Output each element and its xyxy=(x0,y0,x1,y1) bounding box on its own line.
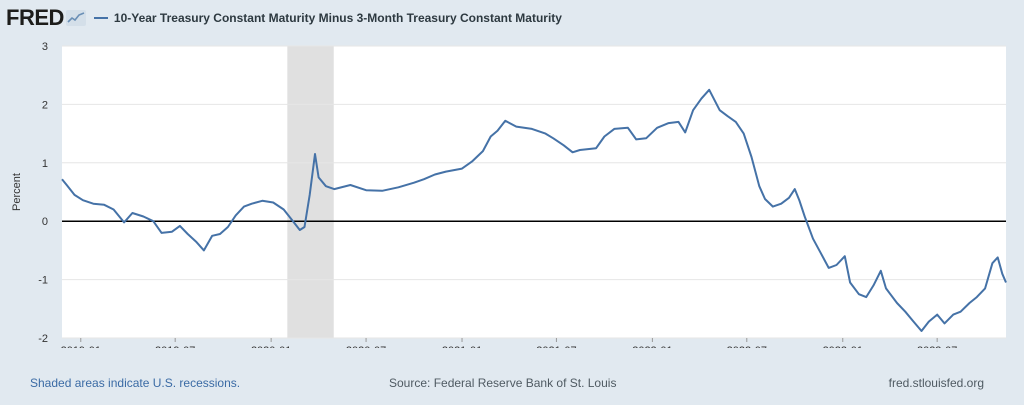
legend-swatch xyxy=(93,17,108,19)
y-tick-label: 2 xyxy=(42,99,48,111)
legend: 10-Year Treasury Constant Maturity Minus… xyxy=(93,11,562,25)
x-tick-labels: 2019-01 2019-07 2020-01 2020-07 2021-01 2021-… xyxy=(61,338,957,348)
recession-note[interactable]: Shaded areas indicate U.S. recessions. xyxy=(30,376,241,390)
plot-area xyxy=(62,46,1006,338)
fred-logo[interactable]: FRED xyxy=(6,5,64,30)
y-tick-label: 0 xyxy=(42,216,48,228)
x-tick-label: 2023-07 xyxy=(917,345,957,348)
x-tick-label: 2021-07 xyxy=(536,345,576,348)
x-tick-label: 2020-07 xyxy=(346,345,386,348)
x-tick-label: 2021-01 xyxy=(442,345,482,348)
y-tick-label: 3 xyxy=(42,41,48,53)
y-tick-labels: 3 2 1 0 -1 -2 xyxy=(38,41,48,345)
x-tick-label: 2020-01 xyxy=(251,345,291,348)
y-tick-label: -1 xyxy=(38,275,48,287)
x-tick-label: 2023-01 xyxy=(823,345,863,348)
y-axis-label: Percent xyxy=(11,173,23,211)
y-tick-label: 1 xyxy=(42,158,48,170)
legend-label[interactable]: 10-Year Treasury Constant Maturity Minus… xyxy=(113,11,562,25)
series-line[interactable] xyxy=(61,88,1007,332)
x-tick-label: 2019-07 xyxy=(155,345,195,348)
x-tick-label: 2022-01 xyxy=(632,345,672,348)
source-note: Source: Federal Reserve Bank of St. Loui… xyxy=(389,376,617,390)
x-tick-label: 2022-07 xyxy=(727,345,767,348)
x-tick-label: 2019-01 xyxy=(61,345,101,348)
site-link[interactable]: fred.stlouisfed.org xyxy=(888,376,984,390)
fred-chart-logo-icon xyxy=(65,10,86,26)
y-tick-label: -2 xyxy=(38,333,48,345)
line-chart[interactable]: 3 2 1 0 -1 -2 2019-01 2019-07 2020-01 2020-07 202… xyxy=(0,36,1024,348)
chart-header: FRED 10-Year Treasury Constant Maturity … xyxy=(6,4,562,32)
